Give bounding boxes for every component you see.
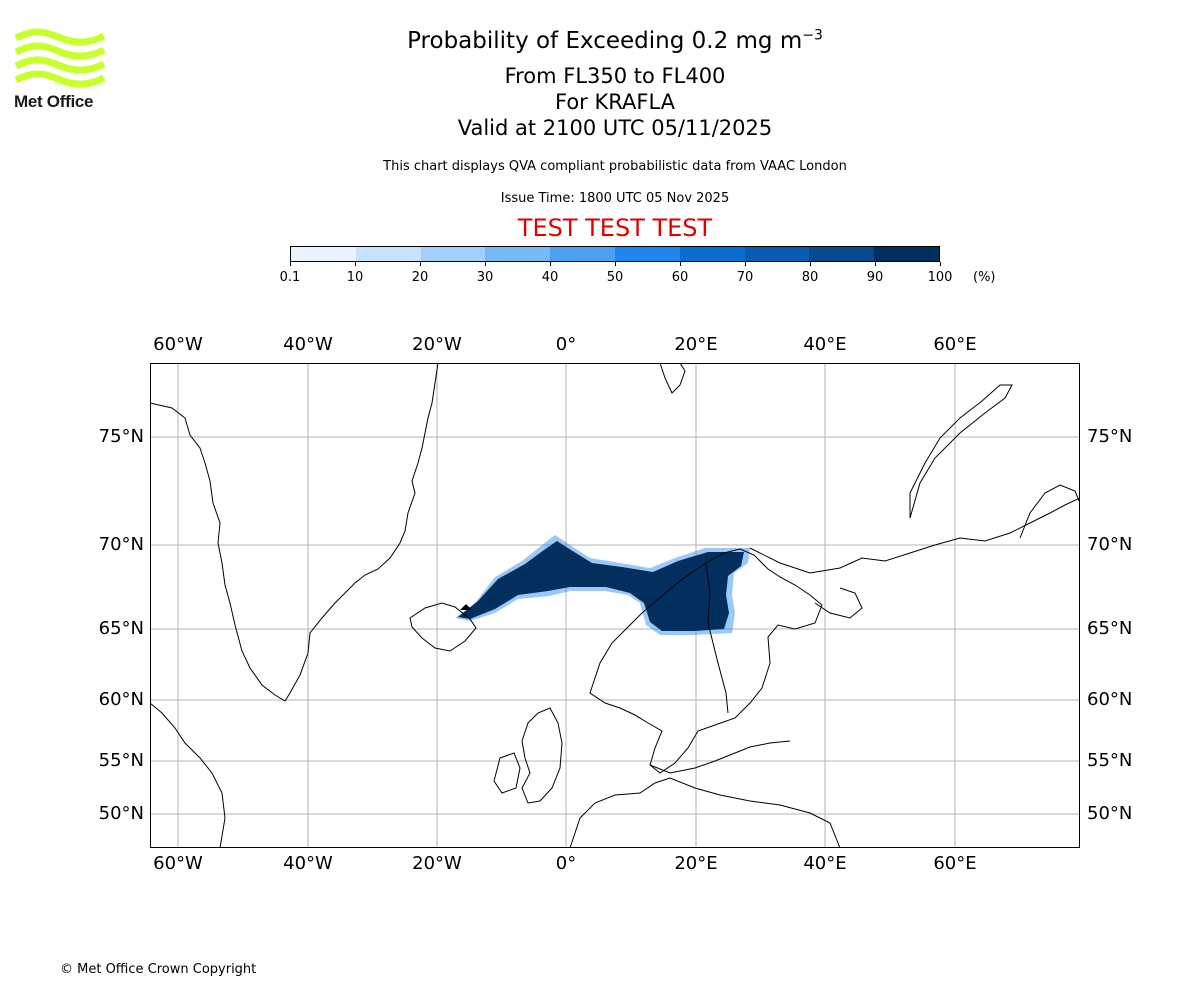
lon-label-bottom: 20°E xyxy=(674,853,718,874)
lon-label-top: 40°W xyxy=(283,334,333,355)
lon-label-bottom: 40°W xyxy=(283,853,333,874)
colorbar-segment xyxy=(679,247,745,261)
colorbar-segment xyxy=(291,247,356,261)
colorbar-segment xyxy=(874,247,939,261)
map-panel xyxy=(150,363,1080,848)
colorbar-tick-mark xyxy=(419,262,421,266)
colorbar-tick-mark xyxy=(484,262,486,266)
colorbar-tick-label: 20 xyxy=(411,270,429,285)
lat-label-right: 65°N xyxy=(1087,618,1133,639)
lon-label-bottom: 20°W xyxy=(412,853,462,874)
colorbar-tick-label: 70 xyxy=(736,270,754,285)
volcano-marker xyxy=(460,604,472,610)
lon-label-top: 60°W xyxy=(153,334,203,355)
colorbar-segment xyxy=(550,247,615,261)
colorbar-segment xyxy=(420,247,486,261)
lat-label-left: 70°N xyxy=(98,534,144,555)
white-sea-coast xyxy=(814,587,863,619)
colorbar xyxy=(290,246,940,262)
colorbar-tick-mark xyxy=(614,262,616,266)
colorbar-tick-label: 10 xyxy=(346,270,364,285)
baltic-coast xyxy=(649,740,791,774)
logo-text: Met Office xyxy=(14,92,94,111)
greenland-coast xyxy=(150,363,439,702)
gridlines xyxy=(150,363,1080,848)
colorbar-tick-label: 40 xyxy=(541,270,559,285)
flight-levels: From FL350 to FL400 xyxy=(504,64,726,88)
lon-label-top: 20°E xyxy=(674,334,718,355)
lon-label-top: 40°E xyxy=(803,334,847,355)
lat-label-right: 60°N xyxy=(1087,689,1133,710)
colorbar-tick-label: 80 xyxy=(801,270,819,285)
valid-time: Valid at 2100 UTC 05/11/2025 xyxy=(457,116,773,140)
chart-title: Probability of Exceeding 0.2 mg m−3 xyxy=(407,27,823,54)
copyright: © Met Office Crown Copyright xyxy=(60,962,257,977)
colorbar-segment xyxy=(744,247,810,261)
continent-coast xyxy=(569,777,841,848)
lon-label-top: 0° xyxy=(555,334,577,355)
test-banner: TEST TEST TEST xyxy=(517,214,713,242)
lat-label-right: 55°N xyxy=(1087,750,1133,771)
lat-label-left: 65°N xyxy=(98,618,144,639)
canada-coast xyxy=(150,702,226,848)
colorbar-segment xyxy=(485,247,551,261)
title-exponent: −3 xyxy=(802,27,823,44)
colorbar-tick-label: 0.1 xyxy=(279,270,301,285)
colorbar-tick-mark xyxy=(679,262,681,266)
ireland-coast xyxy=(493,752,521,794)
british-isles-coast xyxy=(521,707,563,804)
colorbar-tick-mark xyxy=(744,262,746,266)
lon-label-top: 20°W xyxy=(412,334,462,355)
colorbar-segment xyxy=(355,247,421,261)
volcano-name: For KRAFLA xyxy=(555,90,675,114)
lat-label-right: 70°N xyxy=(1087,534,1133,555)
map-frame xyxy=(150,363,1080,848)
colorbar-tick-mark xyxy=(354,262,356,266)
issue-time: Issue Time: 1800 UTC 05 Nov 2025 xyxy=(500,191,730,206)
colorbar-tick-label: 50 xyxy=(606,270,624,285)
colorbar-segment xyxy=(614,247,680,261)
svalbard-coast xyxy=(659,363,686,394)
lat-label-left: 60°N xyxy=(98,689,144,710)
scandinavia-coast xyxy=(589,548,823,774)
colorbar-tick-label: 90 xyxy=(866,270,884,285)
lon-label-bottom: 40°E xyxy=(803,853,847,874)
chart-description: This chart displays QVA compliant probab… xyxy=(383,159,847,174)
logo-waves xyxy=(14,28,106,88)
colorbar-segment xyxy=(809,247,875,261)
colorbar-tick-mark xyxy=(289,262,291,266)
colorbar-tick-mark xyxy=(549,262,551,266)
colorbar-tick-mark xyxy=(809,262,811,266)
lon-label-bottom: 60°W xyxy=(153,853,203,874)
lat-label-left: 50°N xyxy=(98,803,144,824)
met-office-logo xyxy=(14,28,106,88)
plume-core xyxy=(458,541,744,631)
colorbar-tick-label: 60 xyxy=(671,270,689,285)
colorbar-tick-label: 30 xyxy=(476,270,494,285)
colorbar-tick-label: 100 xyxy=(927,270,953,285)
novaya-zemlya-coast xyxy=(909,384,1013,519)
lon-label-bottom: 60°E xyxy=(933,853,977,874)
lat-label-right: 50°N xyxy=(1087,803,1133,824)
lat-label-left: 75°N xyxy=(98,426,144,447)
ash-plume xyxy=(455,535,750,635)
russia-north-coast xyxy=(749,497,1080,574)
colorbar-tick-mark xyxy=(874,262,876,266)
iceland-coast xyxy=(409,602,477,652)
lon-label-bottom: 0° xyxy=(555,853,577,874)
lon-label-top: 60°E xyxy=(933,334,977,355)
colorbar-unit: (%) xyxy=(973,270,996,285)
finland-border xyxy=(705,562,729,714)
ural-coast xyxy=(1019,484,1080,539)
lat-label-left: 55°N xyxy=(98,750,144,771)
coastlines xyxy=(150,363,1080,848)
lat-label-right: 75°N xyxy=(1087,426,1133,447)
colorbar-tick-mark xyxy=(939,262,941,266)
